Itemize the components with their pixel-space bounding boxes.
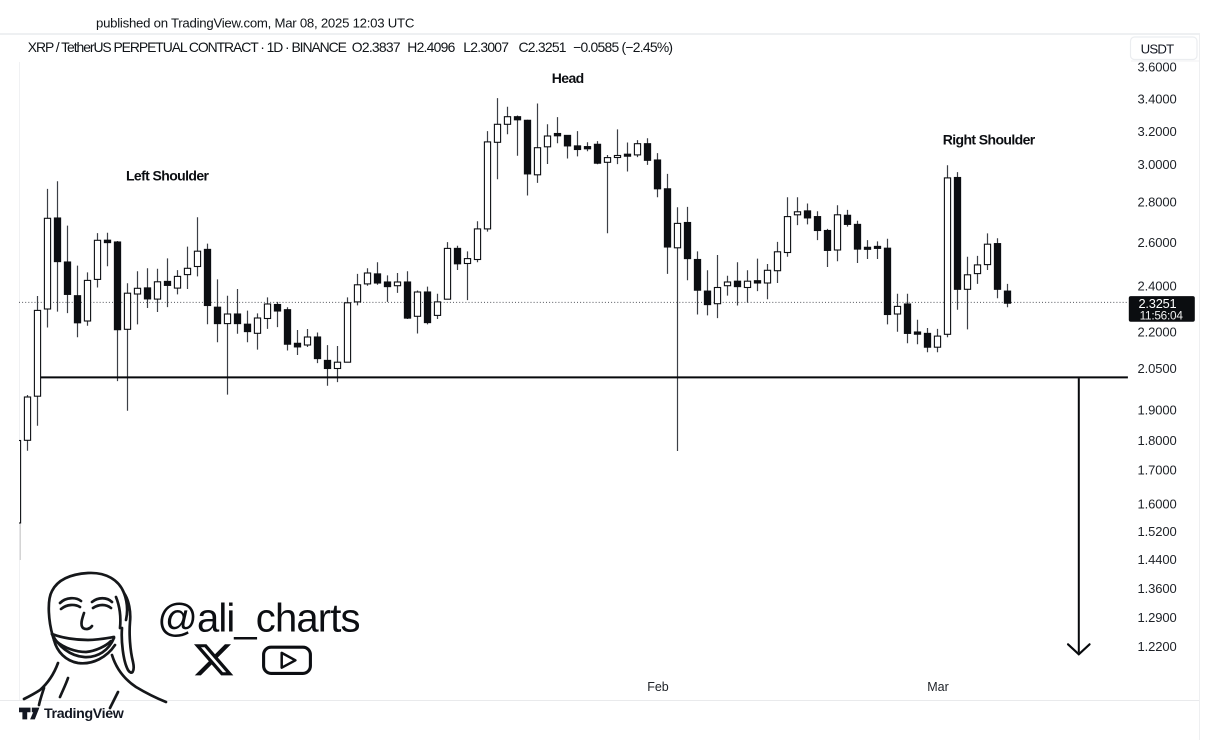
- svg-text:USDT: USDT: [1141, 41, 1174, 56]
- svg-text:Head: Head: [552, 70, 584, 86]
- svg-text:Mar: Mar: [927, 680, 949, 694]
- svg-text:Right Shoulder: Right Shoulder: [943, 132, 1036, 148]
- svg-text:Left Shoulder: Left Shoulder: [126, 168, 210, 184]
- svg-text:2.3251: 2.3251: [1139, 296, 1177, 311]
- svg-text:TradingView: TradingView: [44, 706, 125, 722]
- svg-text:published on TradingView.com,: published on TradingView.com, Mar 08, 20…: [96, 15, 415, 30]
- svg-text:11:56:04: 11:56:04: [1140, 309, 1184, 323]
- svg-text:XRP / TetherUS PERPETUAL CONTR: XRP / TetherUS PERPETUAL CONTRACT · 1D ·…: [28, 39, 347, 55]
- svg-text:@ali_charts: @ali_charts: [157, 597, 359, 641]
- svg-text:Feb: Feb: [647, 680, 669, 694]
